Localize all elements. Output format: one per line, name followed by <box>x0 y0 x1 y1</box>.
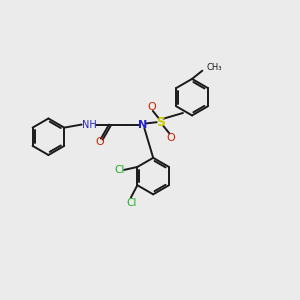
Text: S: S <box>157 116 166 129</box>
Text: Cl: Cl <box>114 166 124 176</box>
Text: O: O <box>147 102 156 112</box>
Text: CH₃: CH₃ <box>207 63 222 72</box>
Text: Cl: Cl <box>126 198 137 208</box>
Text: NH: NH <box>82 120 97 130</box>
Text: O: O <box>167 133 175 142</box>
Text: N: N <box>138 120 148 130</box>
Text: O: O <box>95 137 104 147</box>
